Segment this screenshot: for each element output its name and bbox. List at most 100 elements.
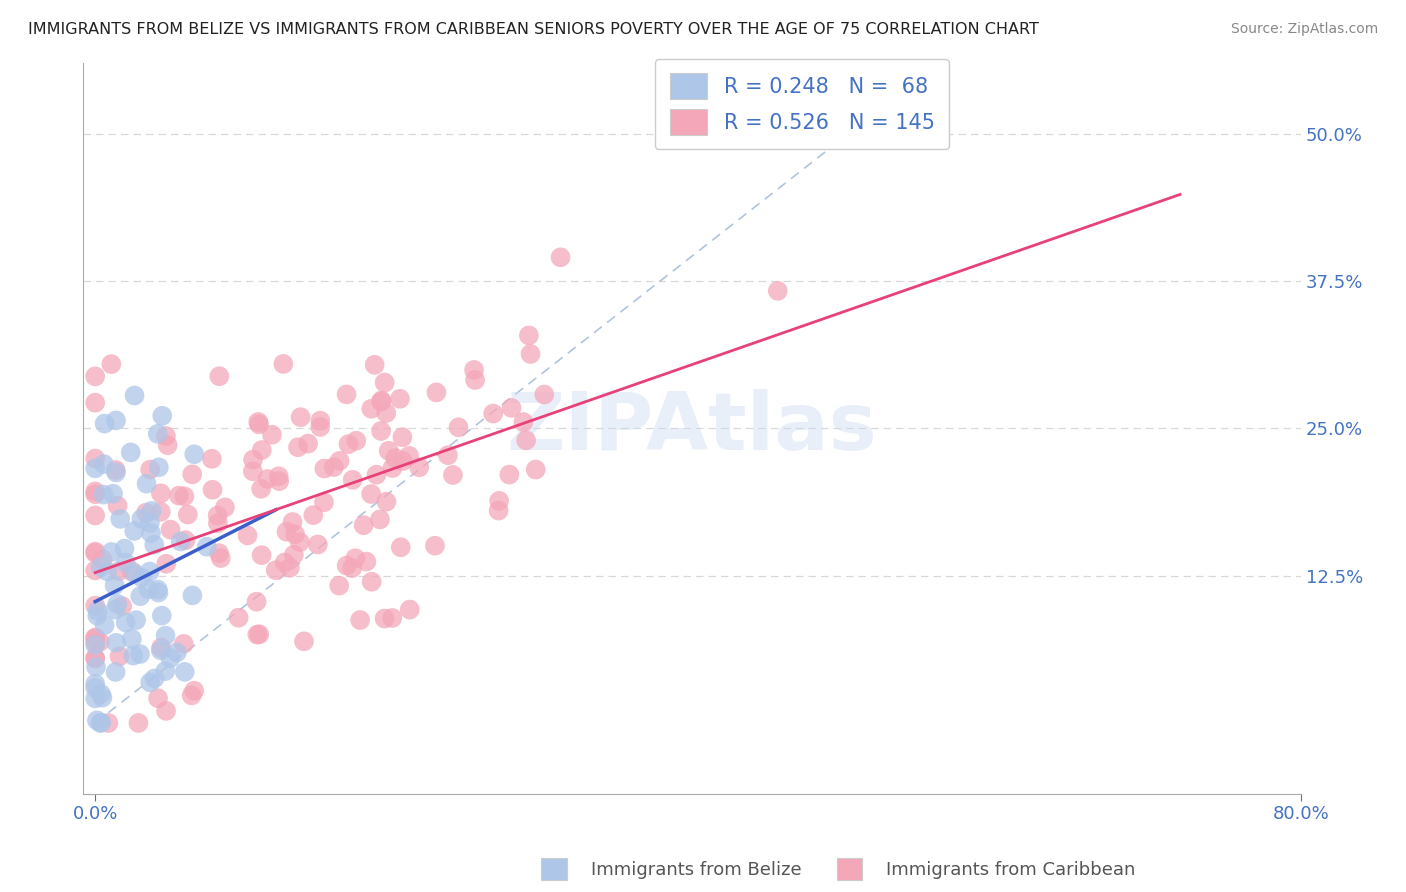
Point bbox=[90, 687, 112, 701]
Point bbox=[120, 445, 142, 459]
Point bbox=[159, 651, 181, 665]
Point bbox=[100, 545, 122, 559]
Point bbox=[328, 454, 350, 468]
Point bbox=[276, 524, 298, 539]
Point bbox=[135, 476, 157, 491]
Point bbox=[201, 483, 224, 497]
Text: ZIPAtlas: ZIPAtlas bbox=[506, 389, 877, 467]
Point bbox=[381, 461, 404, 475]
Point bbox=[273, 357, 295, 371]
Point bbox=[273, 556, 295, 570]
Point bbox=[139, 516, 162, 530]
Point bbox=[288, 535, 311, 549]
Point bbox=[177, 508, 200, 522]
Point bbox=[97, 715, 120, 730]
Point bbox=[533, 387, 555, 401]
Point bbox=[201, 451, 224, 466]
Point bbox=[464, 373, 486, 387]
Point bbox=[124, 388, 146, 402]
Point bbox=[84, 484, 107, 499]
Point bbox=[214, 500, 236, 515]
Point bbox=[148, 585, 170, 599]
Point bbox=[287, 440, 309, 454]
Point bbox=[283, 548, 305, 562]
Point bbox=[360, 487, 382, 501]
Point bbox=[375, 494, 398, 508]
Point bbox=[517, 328, 540, 343]
Point bbox=[91, 552, 114, 566]
Point bbox=[84, 599, 107, 613]
Point bbox=[167, 489, 190, 503]
Point bbox=[309, 414, 332, 428]
Point bbox=[388, 392, 411, 406]
Point bbox=[377, 443, 399, 458]
Point bbox=[84, 691, 107, 706]
Point bbox=[463, 363, 485, 377]
Point bbox=[173, 489, 195, 503]
Point bbox=[307, 537, 329, 551]
Point bbox=[207, 508, 229, 523]
Point bbox=[398, 602, 420, 616]
Point bbox=[139, 526, 162, 541]
Point bbox=[389, 541, 412, 555]
Point bbox=[93, 618, 115, 632]
Point bbox=[122, 524, 145, 538]
Point bbox=[370, 424, 392, 438]
Point bbox=[501, 401, 523, 415]
Point bbox=[370, 393, 392, 408]
Point bbox=[269, 474, 291, 488]
Point bbox=[127, 715, 149, 730]
Point bbox=[89, 715, 111, 730]
Point bbox=[512, 415, 534, 429]
Point bbox=[143, 672, 166, 686]
Point bbox=[84, 677, 107, 691]
Point bbox=[207, 516, 229, 531]
Point bbox=[498, 467, 520, 482]
Point bbox=[122, 648, 145, 663]
Point bbox=[84, 546, 107, 560]
Point bbox=[353, 518, 375, 533]
Point bbox=[108, 649, 131, 664]
Point bbox=[408, 460, 430, 475]
Point bbox=[391, 454, 413, 468]
Point bbox=[524, 462, 547, 476]
Point bbox=[174, 533, 197, 548]
Point bbox=[150, 409, 173, 423]
Point bbox=[349, 613, 371, 627]
Point bbox=[155, 629, 177, 643]
Point bbox=[139, 462, 162, 476]
Point bbox=[441, 467, 464, 482]
Point bbox=[146, 426, 169, 441]
Point bbox=[84, 651, 107, 665]
Point bbox=[84, 487, 107, 501]
Point bbox=[250, 548, 273, 562]
Point bbox=[155, 664, 177, 678]
Point bbox=[278, 560, 301, 574]
Point bbox=[290, 410, 312, 425]
Point bbox=[84, 563, 107, 577]
Point bbox=[208, 546, 231, 560]
Point bbox=[146, 691, 169, 706]
Point bbox=[246, 627, 269, 641]
Point bbox=[281, 515, 304, 529]
Point bbox=[105, 636, 128, 650]
Point bbox=[391, 430, 413, 444]
Point bbox=[515, 434, 537, 448]
Point bbox=[129, 589, 152, 603]
Point bbox=[242, 452, 264, 467]
Point bbox=[425, 385, 447, 400]
Point bbox=[267, 469, 290, 483]
Point bbox=[360, 574, 382, 589]
Point bbox=[131, 571, 153, 585]
Point bbox=[84, 631, 107, 645]
Point bbox=[384, 450, 406, 465]
Point bbox=[342, 473, 364, 487]
Point bbox=[114, 615, 136, 630]
Point bbox=[114, 556, 136, 570]
Point bbox=[245, 595, 267, 609]
Point bbox=[121, 632, 143, 646]
Point bbox=[100, 357, 122, 371]
Text: Immigrants from Caribbean: Immigrants from Caribbean bbox=[886, 861, 1135, 879]
Point bbox=[181, 588, 204, 602]
Point bbox=[488, 493, 510, 508]
